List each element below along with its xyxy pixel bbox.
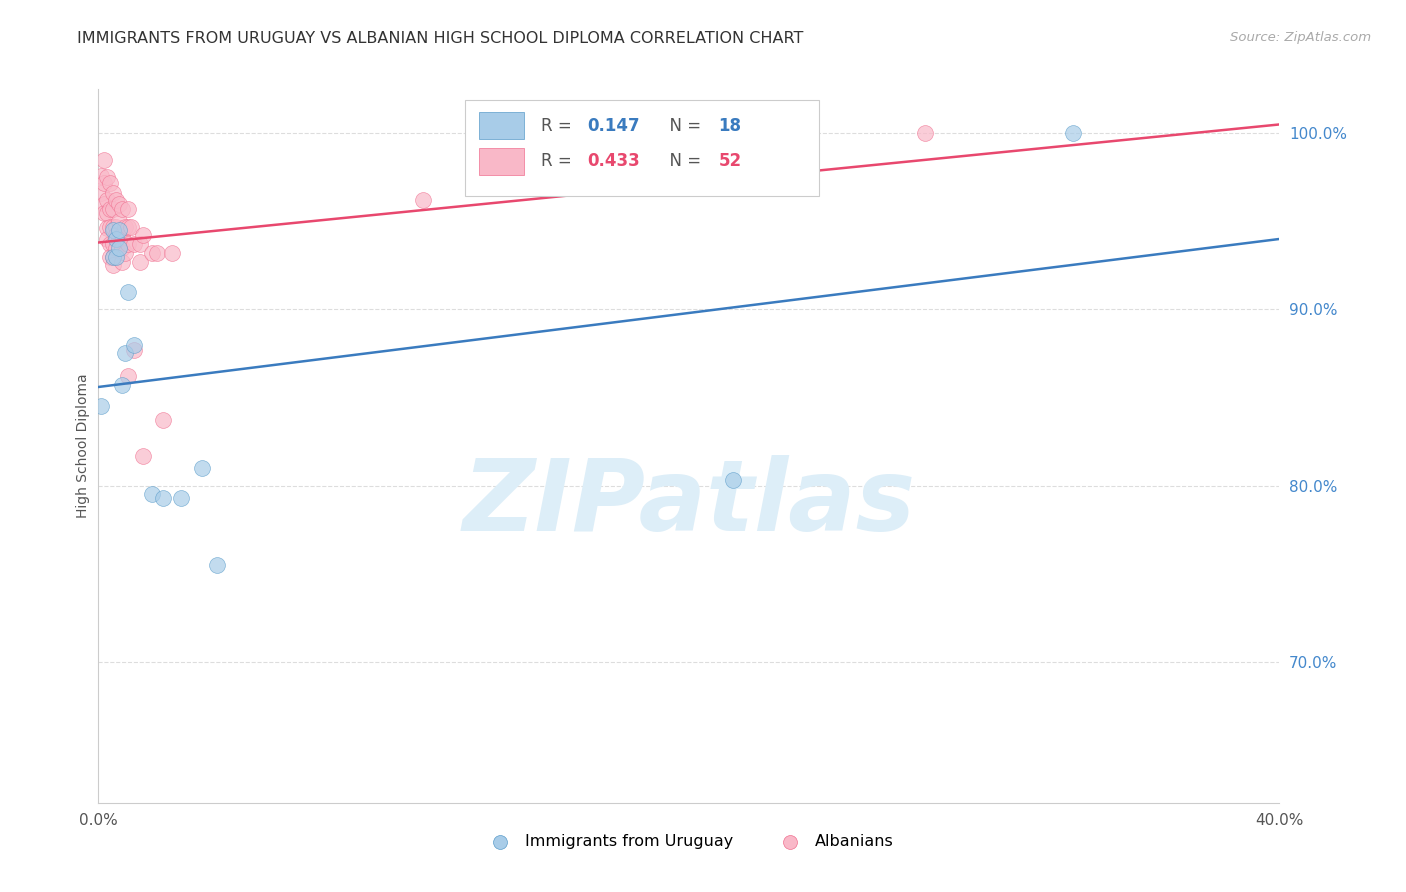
Point xyxy=(122,343,145,357)
Point xyxy=(98,202,121,216)
Point xyxy=(111,255,134,269)
Point xyxy=(111,378,134,392)
Text: 52: 52 xyxy=(718,153,741,170)
Point xyxy=(170,491,193,505)
Point xyxy=(90,400,112,414)
Point xyxy=(105,219,128,234)
Text: IMMIGRANTS FROM URUGUAY VS ALBANIAN HIGH SCHOOL DIPLOMA CORRELATION CHART: IMMIGRANTS FROM URUGUAY VS ALBANIAN HIGH… xyxy=(77,31,804,46)
Point xyxy=(105,193,128,207)
Text: 18: 18 xyxy=(718,117,741,135)
Point xyxy=(103,202,125,216)
Legend: Immigrants from Uruguay, Albanians: Immigrants from Uruguay, Albanians xyxy=(478,828,900,855)
Point xyxy=(96,232,118,246)
Point xyxy=(132,228,155,243)
Point xyxy=(98,237,121,252)
Point xyxy=(114,246,136,260)
Text: ZIPatlas: ZIPatlas xyxy=(463,455,915,551)
Point xyxy=(103,186,125,201)
Point xyxy=(146,246,169,260)
Point xyxy=(103,223,125,237)
Point xyxy=(103,237,125,252)
Point xyxy=(108,196,131,211)
Point xyxy=(93,196,115,211)
Point xyxy=(152,413,174,427)
Point xyxy=(141,246,163,260)
Point xyxy=(96,193,118,207)
Point xyxy=(117,369,139,384)
Point xyxy=(108,241,131,255)
Point xyxy=(108,214,131,228)
Point xyxy=(122,237,145,252)
FancyBboxPatch shape xyxy=(478,148,523,175)
Point xyxy=(90,186,112,201)
Point xyxy=(120,219,142,234)
Point xyxy=(93,205,115,219)
Point xyxy=(105,228,128,243)
Point xyxy=(914,126,936,140)
Point xyxy=(141,487,163,501)
Text: R =: R = xyxy=(541,117,578,135)
Text: Source: ZipAtlas.com: Source: ZipAtlas.com xyxy=(1230,31,1371,45)
Point xyxy=(103,259,125,273)
Point xyxy=(114,219,136,234)
Text: N =: N = xyxy=(659,153,707,170)
FancyBboxPatch shape xyxy=(478,112,523,139)
Text: 0.147: 0.147 xyxy=(588,117,640,135)
Point xyxy=(111,228,134,243)
Point xyxy=(98,250,121,264)
Point xyxy=(98,219,121,234)
Point xyxy=(103,250,125,264)
Point xyxy=(122,337,145,351)
Point xyxy=(191,461,214,475)
Text: 0.433: 0.433 xyxy=(588,153,640,170)
Point xyxy=(117,237,139,252)
Point xyxy=(723,474,745,488)
Point xyxy=(93,176,115,190)
Point xyxy=(105,241,128,255)
Point xyxy=(105,232,128,246)
Point xyxy=(117,219,139,234)
Point xyxy=(117,285,139,299)
Point xyxy=(96,221,118,235)
Point xyxy=(98,176,121,190)
Point xyxy=(114,346,136,360)
Point xyxy=(111,241,134,255)
Point xyxy=(108,223,131,237)
Point xyxy=(132,449,155,463)
Point xyxy=(90,169,112,183)
Point xyxy=(162,246,183,260)
Point xyxy=(103,219,125,234)
Text: N =: N = xyxy=(659,117,707,135)
Point xyxy=(93,153,115,167)
Point xyxy=(111,202,134,216)
Point xyxy=(412,193,434,207)
Point xyxy=(128,255,150,269)
Y-axis label: High School Diploma: High School Diploma xyxy=(76,374,90,518)
Point xyxy=(128,237,150,252)
Point xyxy=(1062,126,1084,140)
Point xyxy=(105,250,128,264)
Point xyxy=(152,491,174,505)
Point xyxy=(205,558,228,572)
Text: R =: R = xyxy=(541,153,578,170)
FancyBboxPatch shape xyxy=(464,100,818,196)
Point xyxy=(108,232,131,246)
Point xyxy=(117,202,139,216)
Point xyxy=(96,205,118,219)
Point xyxy=(96,170,118,185)
Point xyxy=(103,250,125,264)
